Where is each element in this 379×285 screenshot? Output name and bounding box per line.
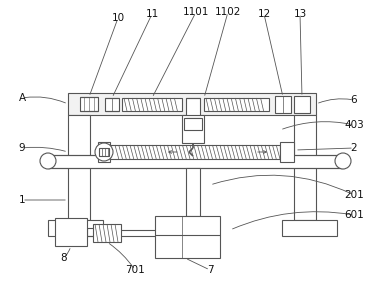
Bar (68, 93, 316, 115)
Bar (55, 218, 87, 246)
Bar (280, 142, 294, 162)
Circle shape (40, 153, 56, 169)
Bar (98, 142, 110, 162)
Bar (186, 98, 200, 118)
Text: 1102: 1102 (215, 7, 241, 17)
Bar (99, 148, 109, 156)
Circle shape (335, 153, 351, 169)
Text: 11: 11 (146, 9, 159, 19)
Bar (48, 155, 343, 168)
Text: 601: 601 (344, 210, 364, 220)
Bar (184, 118, 202, 130)
Text: 7: 7 (207, 265, 213, 275)
Bar (282, 220, 337, 236)
Text: 201: 201 (344, 190, 364, 200)
Bar (93, 224, 121, 242)
Circle shape (95, 143, 113, 161)
Bar (155, 216, 220, 258)
Text: 13: 13 (293, 9, 307, 19)
Bar (105, 98, 119, 111)
Text: 10: 10 (111, 13, 125, 23)
Text: 2: 2 (351, 143, 357, 153)
Bar (294, 115, 316, 220)
Bar (48, 220, 103, 236)
Text: 6: 6 (351, 95, 357, 105)
Bar (275, 96, 291, 113)
Bar (105, 145, 280, 159)
Text: 403: 403 (344, 120, 364, 130)
Text: 8: 8 (61, 253, 67, 263)
Text: 9: 9 (19, 143, 25, 153)
Text: 12: 12 (257, 9, 271, 19)
Text: A: A (19, 93, 25, 103)
Text: 1: 1 (19, 195, 25, 205)
Text: 701: 701 (125, 265, 145, 275)
Bar (186, 168, 200, 216)
Bar (68, 115, 90, 220)
Bar (122, 98, 182, 111)
Bar (204, 98, 269, 111)
Bar (182, 115, 204, 143)
Bar (80, 97, 98, 111)
Text: 1101: 1101 (183, 7, 209, 17)
Bar (294, 96, 310, 113)
